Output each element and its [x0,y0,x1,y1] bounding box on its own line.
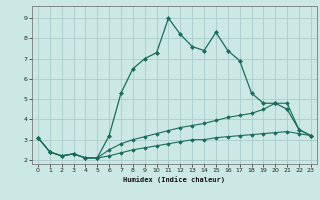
X-axis label: Humidex (Indice chaleur): Humidex (Indice chaleur) [124,176,225,183]
